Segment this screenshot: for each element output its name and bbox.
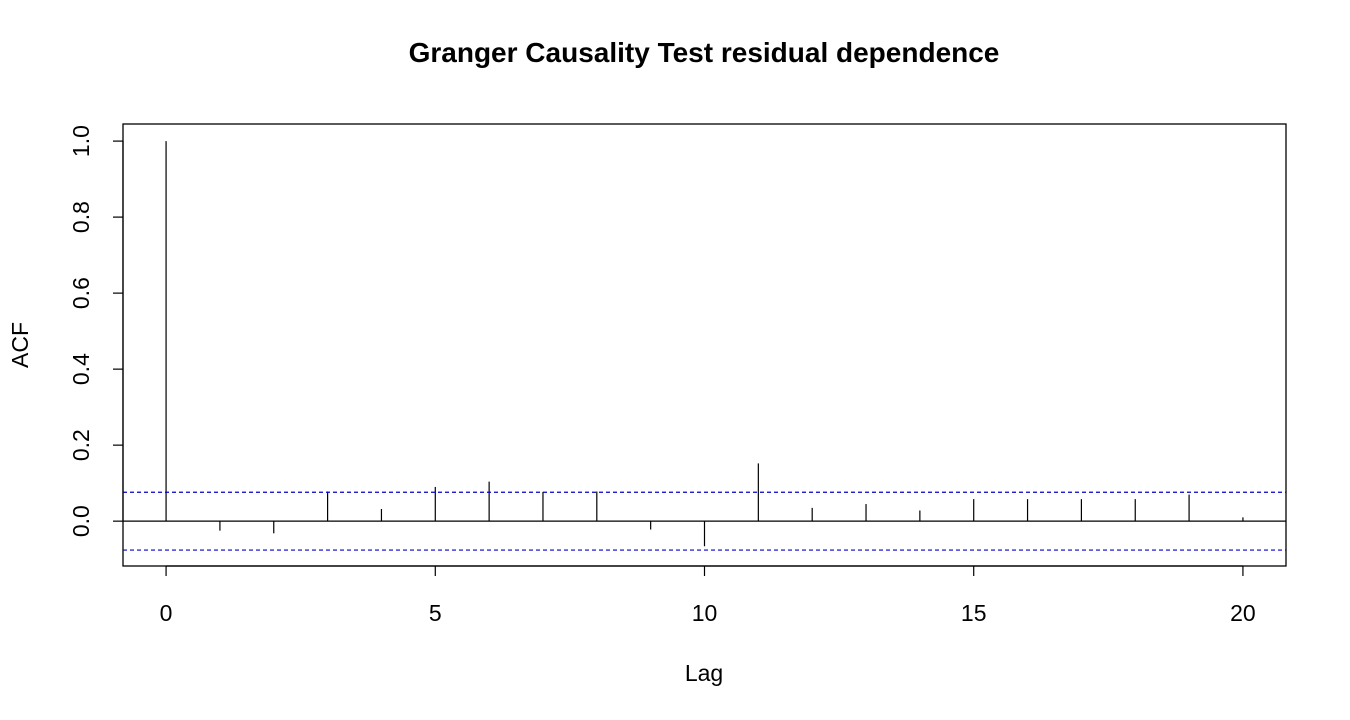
x-tick-label-0: 0	[160, 600, 173, 626]
y-tick-label-0.8: 0.8	[68, 201, 94, 233]
x-axis-label: Lag	[685, 660, 723, 686]
x-tick-label-5: 5	[429, 600, 442, 626]
x-tick-label-15: 15	[961, 600, 987, 626]
x-axis: 0 5 10 15 20	[160, 565, 1256, 626]
y-axis-label: ACF	[7, 322, 33, 368]
y-tick-label-1.0: 1.0	[68, 125, 94, 157]
acf-bars	[123, 141, 1286, 547]
y-tick-label-0.4: 0.4	[68, 353, 94, 385]
x-tick-label-20: 20	[1230, 600, 1256, 626]
confidence-bounds	[123, 491, 1286, 551]
y-axis: 0.0 0.2 0.4 0.6 0.8 1.0	[68, 125, 124, 537]
chart-title: Granger Causality Test residual dependen…	[409, 37, 1000, 68]
plot-frame	[122, 123, 1287, 567]
y-tick-label-0.2: 0.2	[68, 429, 94, 461]
y-tick-label-0.6: 0.6	[68, 277, 94, 309]
x-tick-label-10: 10	[692, 600, 718, 626]
y-tick-label-0.0: 0.0	[68, 505, 94, 537]
